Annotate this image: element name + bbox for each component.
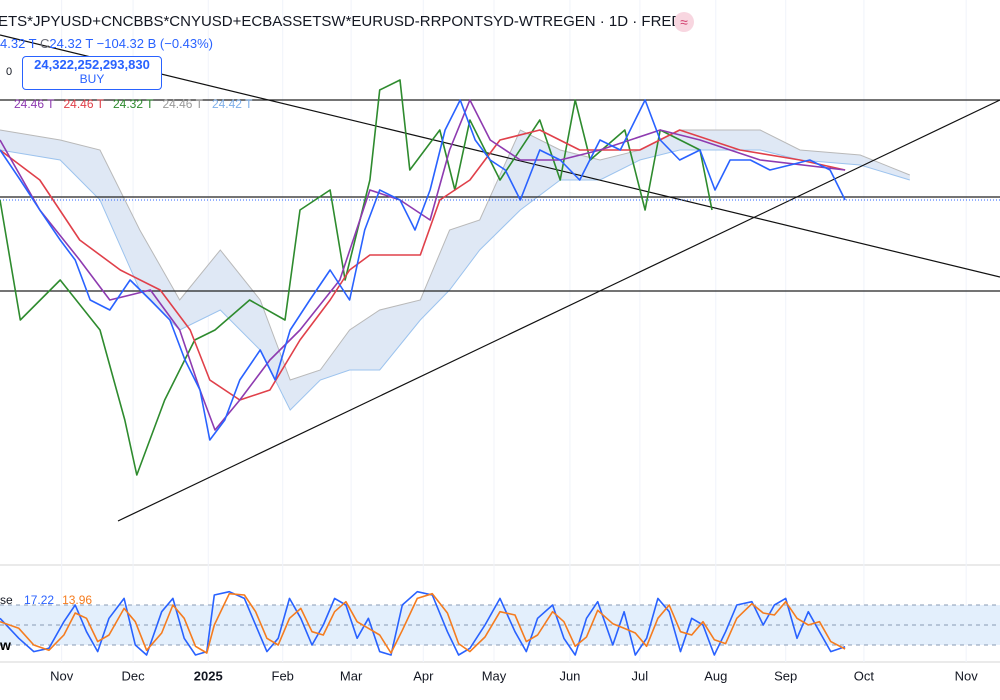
x-tick-label: Jun — [559, 668, 580, 683]
symbol-title: ETS*JPYUSD+CNCBBS*CNYUSD+ECBASSETSW*EURU… — [0, 13, 683, 30]
x-tick-label: Nov — [50, 668, 74, 683]
stoch-value: 17.22 — [24, 593, 55, 607]
series-line — [0, 99, 846, 441]
data-badge[interactable]: ≈ — [674, 12, 694, 32]
indicator-value: 24.46 T — [162, 97, 203, 111]
indicator-legend: 24.46 T 24.46 T 24.32 T 24.46 T 24.42 T — [14, 96, 261, 112]
cloud-upper — [0, 129, 910, 381]
pane-label: w — [0, 637, 11, 653]
x-tick-label: Jul — [632, 668, 649, 683]
open-value: 4.32 T — [0, 36, 37, 51]
buy-button[interactable]: 24,322,252,293,830 BUY — [22, 56, 162, 90]
x-tick-label: May — [482, 668, 507, 683]
stoch-legend: se 17.22 13.96 — [0, 592, 100, 608]
series-line — [0, 129, 846, 401]
trend-line — [0, 34, 1000, 278]
buy-label: BUY — [79, 72, 105, 86]
series-line — [0, 99, 846, 431]
quantity: 0 — [6, 66, 13, 78]
buy-price: 24,322,252,293,830 — [34, 57, 150, 72]
indicator-value: 24.46 T — [14, 97, 55, 111]
close-label: C — [40, 36, 50, 51]
x-tick-label: Nov — [955, 668, 979, 683]
series-line — [0, 590, 846, 656]
indicator-value: 24.42 T — [211, 97, 253, 111]
cloud-lower — [0, 149, 910, 411]
indicator-value: 24.32 T — [112, 97, 154, 111]
x-tick-label: Dec — [122, 668, 146, 683]
series-line — [0, 79, 713, 476]
ohlc-row: 4.32 T C24.32 T −104.32 B (−0.43%) — [0, 36, 213, 52]
x-tick-label: Feb — [272, 668, 294, 683]
x-tick-label: Apr — [413, 668, 434, 683]
series-line — [0, 592, 846, 654]
close-value: 24.32 T — [49, 36, 94, 51]
x-tick-label: Oct — [854, 668, 875, 683]
change-value: −104.32 B (−0.43%) — [96, 36, 214, 51]
stoch-value: 13.96 — [62, 593, 93, 607]
x-tick-label: Mar — [340, 668, 363, 683]
x-tick-label: 2025 — [194, 668, 223, 683]
stoch-name: se — [0, 593, 13, 607]
x-tick-label: Sep — [774, 668, 797, 683]
trend-line — [117, 99, 1000, 522]
cloud-fill — [0, 130, 910, 410]
x-tick-label: Aug — [704, 668, 727, 683]
indicator-value: 24.46 T — [63, 97, 104, 111]
